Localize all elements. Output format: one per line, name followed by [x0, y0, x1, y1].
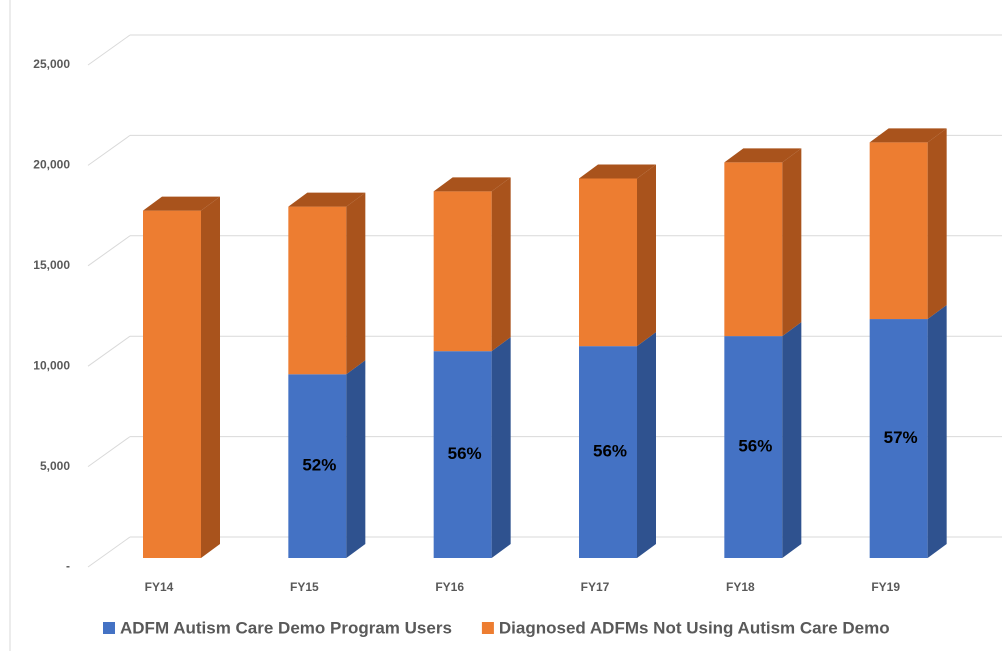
- y-tick-label: 5,000: [40, 459, 70, 473]
- bar-side: [491, 177, 511, 352]
- bar-side: [927, 305, 947, 558]
- bar-side: [346, 192, 366, 375]
- y-tick-label: -: [66, 559, 70, 573]
- bar-top: [288, 192, 366, 207]
- x-tick-label: FY17: [581, 580, 610, 594]
- bar-side: [491, 337, 511, 558]
- bar: [288, 374, 347, 558]
- grid-side: [87, 34, 131, 66]
- legend-label: ADFM Autism Care Demo Program Users: [120, 618, 452, 637]
- legend-label: Diagnosed ADFMs Not Using Autism Care De…: [499, 618, 890, 637]
- bar-side: [782, 148, 802, 337]
- y-tick-label: 20,000: [33, 158, 70, 172]
- bar-top: [433, 177, 511, 192]
- bar: [288, 206, 347, 375]
- bar-side: [927, 128, 947, 320]
- grid-side: [87, 536, 131, 568]
- grid-side: [87, 134, 131, 166]
- grid-side: [87, 235, 131, 267]
- bar: [433, 191, 492, 352]
- bar-top: [869, 128, 947, 143]
- legend-swatch: [103, 622, 115, 634]
- bar: [869, 319, 928, 558]
- grid-side: [87, 436, 131, 468]
- data-label: 56%: [448, 444, 482, 463]
- x-tick-label: FY18: [726, 580, 755, 594]
- data-label: 57%: [884, 428, 918, 447]
- legend-swatch: [481, 622, 494, 634]
- bar: [143, 210, 201, 558]
- bar-side: [637, 164, 656, 347]
- bar: [724, 162, 783, 337]
- bar: [579, 346, 637, 558]
- data-label: 56%: [593, 442, 627, 461]
- bar-side: [201, 196, 220, 558]
- bar-side: [346, 360, 366, 558]
- bar: [869, 142, 928, 320]
- x-tick-label: FY14: [145, 580, 174, 594]
- bar-top: [724, 148, 802, 163]
- bar: [433, 351, 492, 558]
- x-tick-label: FY16: [435, 580, 464, 594]
- y-tick-label: 15,000: [33, 258, 70, 272]
- y-tick-label: 25,000: [33, 57, 70, 71]
- bar-top: [579, 164, 656, 179]
- data-label: 56%: [738, 437, 772, 456]
- bar-side: [637, 332, 656, 558]
- grid-side: [87, 335, 131, 367]
- bar-top: [143, 196, 220, 211]
- bar-side: [782, 322, 802, 558]
- bar: [579, 178, 637, 347]
- x-tick-label: FY15: [290, 580, 319, 594]
- x-tick-label: FY19: [871, 580, 900, 594]
- y-tick-label: 10,000: [33, 358, 70, 372]
- bar: [724, 336, 783, 558]
- data-label: 52%: [302, 456, 336, 475]
